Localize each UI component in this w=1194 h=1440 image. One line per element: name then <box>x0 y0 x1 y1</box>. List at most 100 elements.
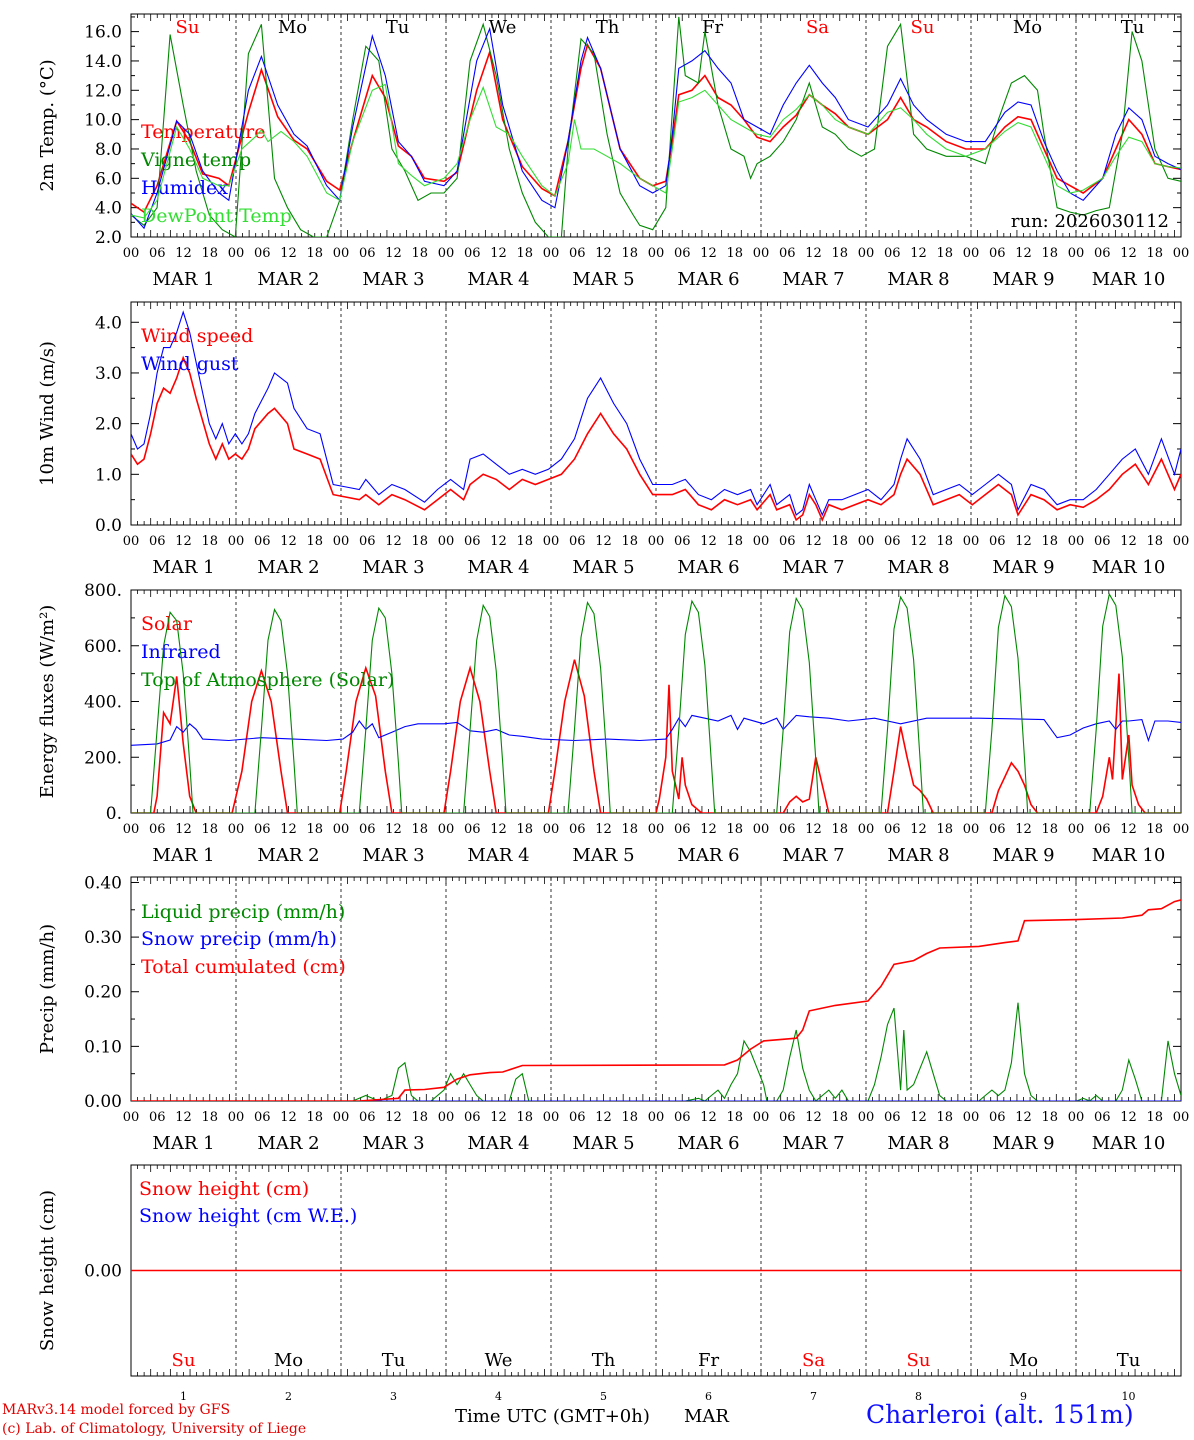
plot-frame <box>130 301 1182 526</box>
legend-entry: Top of Atmosphere (Solar) <box>141 669 394 691</box>
hour-tick-label: 06 <box>149 534 166 549</box>
hour-tick-label: 18 <box>516 1110 533 1125</box>
hour-tick-label: 00 <box>648 246 665 261</box>
date-label: MAR 3 <box>362 557 424 578</box>
date-label: MAR 4 <box>467 269 529 290</box>
hour-tick-label: 18 <box>201 822 218 837</box>
weekday-label: Fr <box>698 1350 719 1371</box>
hour-tick-label: 18 <box>1146 1110 1163 1125</box>
y-tick-label: 16.0 <box>84 23 122 43</box>
date-label: MAR 2 <box>257 557 319 578</box>
series-line-humidex <box>131 26 1181 230</box>
hour-tick-label: 00 <box>333 1110 350 1125</box>
date-label: MAR 2 <box>257 845 319 866</box>
legend-entry: Snow height (cm) <box>139 1178 309 1200</box>
hour-tick-label: 12 <box>805 822 822 837</box>
date-label: MAR 1 <box>152 845 214 866</box>
hour-tick-label: 00 <box>228 534 245 549</box>
hour-tick-label: 18 <box>1041 246 1058 261</box>
hour-tick-label: 12 <box>175 246 192 261</box>
hour-tick-label: 06 <box>464 822 481 837</box>
weekday-label: Th <box>592 1350 616 1371</box>
hour-tick-label: 06 <box>569 246 586 261</box>
hour-tick-label: 12 <box>1120 534 1137 549</box>
hour-tick-label: 06 <box>359 822 376 837</box>
hour-tick-label: 18 <box>411 534 428 549</box>
month-axis-label: MAR <box>684 1406 729 1427</box>
hour-tick-label: 12 <box>385 246 402 261</box>
y-tick-label: 0. <box>106 804 122 824</box>
hour-tick-label: 06 <box>989 246 1006 261</box>
hour-tick-label: 06 <box>779 822 796 837</box>
hour-tick-label: 06 <box>884 534 901 549</box>
date-label: MAR 7 <box>782 269 844 290</box>
hour-tick-label: 18 <box>306 822 323 837</box>
y-tick-label: 800. <box>84 581 122 601</box>
day-number-label: 5 <box>600 1390 607 1403</box>
hour-tick-label: 06 <box>254 534 271 549</box>
hour-tick-label: 06 <box>359 1110 376 1125</box>
hour-tick-label: 12 <box>490 1110 507 1125</box>
hour-tick-label: 06 <box>149 246 166 261</box>
panel-flux: 0. 200. 400. 600. 800. Energy fluxes (W/m²) 00… <box>37 581 1189 866</box>
day-number-label: 9 <box>1020 1390 1027 1403</box>
legend-entry: Wind speed <box>141 325 253 347</box>
weekday-label: Tu <box>1117 1350 1141 1371</box>
day-number-label: 8 <box>915 1390 922 1403</box>
date-label: MAR 9 <box>992 1133 1054 1154</box>
hour-tick-label: 12 <box>385 822 402 837</box>
hour-tick-label: 06 <box>359 246 376 261</box>
legend-entry: DewPoint Temp <box>141 205 292 227</box>
hour-tick-label: 12 <box>805 1110 822 1125</box>
legend-entry: Solar <box>141 613 193 635</box>
date-label: MAR 7 <box>782 1133 844 1154</box>
weekday-label: Su <box>911 17 935 38</box>
hour-tick-label: 12 <box>175 1110 192 1125</box>
hour-tick-label: 12 <box>1015 1110 1032 1125</box>
y-tick-label: 0.30 <box>84 928 122 948</box>
date-label: MAR 2 <box>257 1133 319 1154</box>
hour-tick-label: 06 <box>1094 1110 1111 1125</box>
hour-tick-label: 12 <box>280 1110 297 1125</box>
hour-tick-label: 12 <box>1120 246 1137 261</box>
series-line-wind-gust <box>131 310 1181 517</box>
date-label: MAR 8 <box>887 1133 949 1154</box>
weekday-label: Mo <box>274 1350 303 1371</box>
date-label: MAR 10 <box>1092 845 1166 866</box>
hour-tick-label: 18 <box>831 246 848 261</box>
y-tick-label: 2.0 <box>95 415 122 435</box>
hour-tick-label: 18 <box>1146 534 1163 549</box>
hour-tick-label: 06 <box>674 534 691 549</box>
hour-tick-label: 06 <box>254 246 271 261</box>
date-label: MAR 1 <box>152 269 214 290</box>
hour-tick-label: 12 <box>910 246 927 261</box>
hour-tick-label: 12 <box>385 1110 402 1125</box>
date-label: MAR 5 <box>572 269 634 290</box>
date-label: MAR 4 <box>467 1133 529 1154</box>
hour-tick-label: 00 <box>438 1110 455 1125</box>
hour-tick-label: 12 <box>805 246 822 261</box>
hour-tick-label: 18 <box>726 246 743 261</box>
day-number-label: 2 <box>285 1390 292 1403</box>
hour-tick-label: 18 <box>1041 822 1058 837</box>
hour-tick-label: 00 <box>648 534 665 549</box>
legend-entry: Temperature <box>141 121 265 143</box>
weekday-label: Mo <box>278 17 307 38</box>
hour-tick-label: 00 <box>543 534 560 549</box>
hour-tick-label: 00 <box>648 1110 665 1125</box>
date-label: MAR 1 <box>152 557 214 578</box>
hour-tick-label: 18 <box>726 534 743 549</box>
y-tick-label: 3.0 <box>95 364 122 384</box>
date-label: MAR 1 <box>152 1133 214 1154</box>
y-tick-label: 1.0 <box>95 465 122 485</box>
date-label: MAR 6 <box>677 845 739 866</box>
y-tick-label: 10.0 <box>84 111 122 131</box>
hour-tick-label: 00 <box>858 534 875 549</box>
y-tick-label: 8.0 <box>95 140 122 160</box>
date-label: MAR 6 <box>677 1133 739 1154</box>
date-label: MAR 7 <box>782 557 844 578</box>
hour-tick-label: 18 <box>621 822 638 837</box>
date-label: MAR 8 <box>887 845 949 866</box>
date-label: MAR 10 <box>1092 1133 1166 1154</box>
